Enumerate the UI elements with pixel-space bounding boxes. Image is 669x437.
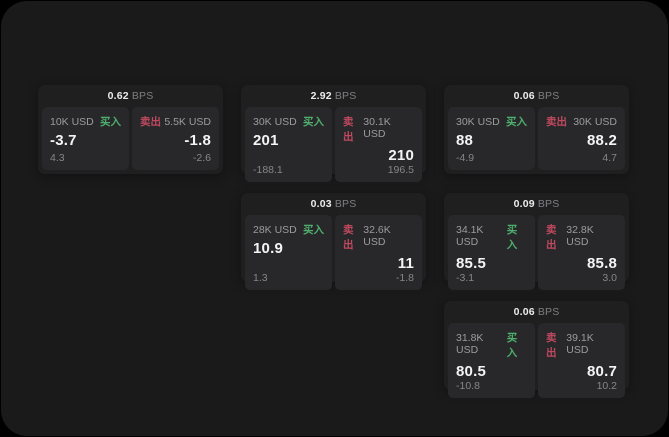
quote-grid: 0.62 BPS 10K USD 买入 -3.7 4.3 卖出 5.5K USD <box>38 85 629 398</box>
sell-price: 210 <box>388 147 414 164</box>
sell-tag: 卖出 <box>343 224 354 251</box>
sell-delta: 3.0 <box>602 272 617 284</box>
buy-price: 88 <box>456 132 474 149</box>
bps-value: 0.06 <box>513 90 535 102</box>
buy-amount: 10K USD <box>50 116 94 128</box>
bps-value: 0.09 <box>513 198 535 210</box>
bps-value: 0.03 <box>310 198 332 210</box>
quote-card: 0.09 BPS 34.1K USD 买入 85.5 -3.1 卖出 32.8K … <box>444 193 629 290</box>
buy-tag: 买入 <box>506 116 527 128</box>
buy-amount: 30K USD <box>456 116 500 128</box>
buy-delta: 1.3 <box>253 272 268 284</box>
buy-panel[interactable]: 34.1K USD 买入 85.5 -3.1 <box>448 215 535 290</box>
sell-tag: 卖出 <box>546 332 557 359</box>
sell-amount: 30K USD <box>573 116 617 128</box>
bps-header: 2.92 BPS <box>245 85 422 107</box>
sell-delta: 196.5 <box>387 164 414 176</box>
sell-delta: 10.2 <box>596 380 617 392</box>
buy-panel[interactable]: 30K USD 买入 88 -4.9 <box>448 107 535 170</box>
buy-price: 10.9 <box>253 240 283 257</box>
sell-delta: 4.7 <box>602 152 617 164</box>
sell-amount: 30.1K USD <box>363 116 391 140</box>
sell-delta: -1.8 <box>395 272 414 284</box>
sell-panel[interactable]: 卖出 32.8K USD 85.8 3.0 <box>538 215 625 290</box>
sell-price: 11 <box>397 255 414 272</box>
buy-tag: 买入 <box>506 332 518 359</box>
sell-amount: 39.1K USD <box>566 332 594 356</box>
sell-amount: 32.8K USD <box>566 224 594 248</box>
quote-card: 0.03 BPS 28K USD 买入 10.9 1.3 卖出 32.6K USD <box>241 193 426 290</box>
sell-panel[interactable]: 卖出 5.5K USD -1.8 -2.6 <box>132 107 219 170</box>
quote-card: 0.06 BPS 30K USD 买入 88 -4.9 卖出 30K USD <box>444 85 629 174</box>
buy-amount: 30K USD <box>253 116 297 128</box>
buy-price: 85.5 <box>456 255 486 272</box>
bps-header: 0.03 BPS <box>245 193 422 215</box>
bps-header: 0.62 BPS <box>42 85 219 107</box>
sell-price: 80.7 <box>587 363 617 380</box>
buy-panel[interactable]: 10K USD 买入 -3.7 4.3 <box>42 107 129 170</box>
buy-tag: 买入 <box>506 224 518 251</box>
bps-value: 0.62 <box>107 90 129 102</box>
bps-unit: BPS <box>334 90 357 102</box>
buy-tag: 买入 <box>100 116 121 128</box>
bps-unit: BPS <box>537 198 560 210</box>
sell-panel[interactable]: 卖出 32.6K USD 11 -1.8 <box>335 215 422 290</box>
sell-tag: 卖出 <box>546 224 557 251</box>
buy-price: -3.7 <box>50 132 77 149</box>
buy-panel[interactable]: 28K USD 买入 10.9 1.3 <box>245 215 332 290</box>
sell-panel[interactable]: 卖出 30.1K USD 210 196.5 <box>335 107 422 182</box>
bps-unit: BPS <box>537 306 560 318</box>
buy-tag: 买入 <box>303 116 324 128</box>
bps-value: 2.92 <box>310 90 332 102</box>
sell-delta: -2.6 <box>192 152 211 164</box>
sell-price: 88.2 <box>587 132 617 149</box>
buy-tag: 买入 <box>303 224 324 236</box>
buy-delta: -3.1 <box>456 272 475 284</box>
buy-delta: -10.8 <box>456 380 480 392</box>
buy-panel[interactable]: 30K USD 买入 201 -188.1 <box>245 107 332 182</box>
bps-value: 0.06 <box>513 306 535 318</box>
bps-header: 0.06 BPS <box>448 301 625 323</box>
bps-unit: BPS <box>537 90 560 102</box>
bps-unit: BPS <box>334 198 357 210</box>
buy-panel[interactable]: 31.8K USD 买入 80.5 -10.8 <box>448 323 535 398</box>
buy-amount: 28K USD <box>253 224 297 236</box>
buy-delta: -4.9 <box>456 152 475 164</box>
buy-delta: -188.1 <box>253 164 283 176</box>
sell-tag: 卖出 <box>546 116 567 128</box>
quote-card: 0.06 BPS 31.8K USD 买入 80.5 -10.8 卖出 39.1K… <box>444 301 629 398</box>
sell-panel[interactable]: 卖出 30K USD 88.2 4.7 <box>538 107 625 170</box>
buy-amount: 31.8K USD <box>456 332 484 356</box>
buy-amount: 34.1K USD <box>456 224 484 248</box>
quote-card: 2.92 BPS 30K USD 买入 201 -188.1 卖出 30.1K U… <box>241 85 426 182</box>
sell-tag: 卖出 <box>140 116 161 128</box>
sell-amount: 5.5K USD <box>164 116 211 128</box>
buy-delta: 4.3 <box>50 152 65 164</box>
bps-header: 0.06 BPS <box>448 85 625 107</box>
buy-price: 201 <box>253 132 279 149</box>
sell-panel[interactable]: 卖出 39.1K USD 80.7 10.2 <box>538 323 625 398</box>
sell-amount: 32.6K USD <box>363 224 391 248</box>
bps-header: 0.09 BPS <box>448 193 625 215</box>
buy-price: 80.5 <box>456 363 486 380</box>
bps-unit: BPS <box>131 90 154 102</box>
sell-price: 85.8 <box>587 255 617 272</box>
quote-card: 0.62 BPS 10K USD 买入 -3.7 4.3 卖出 5.5K USD <box>38 85 223 174</box>
sell-price: -1.8 <box>184 132 211 149</box>
sell-tag: 卖出 <box>343 116 354 143</box>
